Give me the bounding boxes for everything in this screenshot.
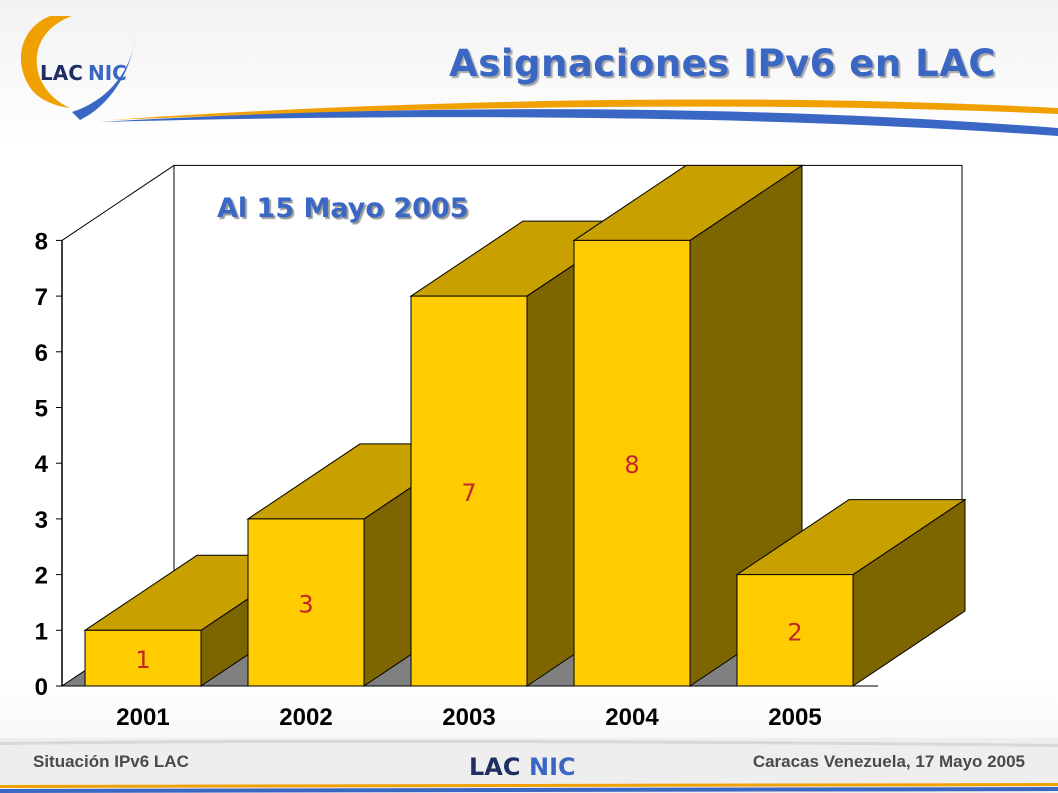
logo-swoosh-orange <box>20 16 72 108</box>
data-label-2003: 7 <box>461 479 476 507</box>
y-tick-label-7: 7 <box>35 284 48 311</box>
data-label-2002: 3 <box>298 590 313 618</box>
y-tick-label-6: 6 <box>35 340 48 367</box>
y-tick-label-3: 3 <box>35 507 48 534</box>
bar-2002 <box>247 518 365 687</box>
x-tick-label-2001: 2001 <box>116 704 169 730</box>
footer-divider <box>0 738 1058 793</box>
y-tick-label-5: 5 <box>35 396 48 423</box>
bar-2004 <box>573 239 691 687</box>
footer-logo-lac: LAC <box>469 753 520 780</box>
page-title: Asignaciones IPv6 en LAC <box>449 42 996 85</box>
bar-chart: 0 1 2 3 4 5 6 7 8 1 2001 3 2002 7 2003 8 2004 2 2005 <box>35 164 967 730</box>
data-label-2005: 2 <box>787 618 802 646</box>
y-tick-label-4: 4 <box>35 451 49 478</box>
y-tick-label-1: 1 <box>35 618 48 645</box>
footer-event-info: Caracas Venezuela, 17 Mayo 2005 <box>752 752 1025 771</box>
footer-presentation-title: Situación IPv6 LAC <box>33 752 189 771</box>
data-label-2004: 8 <box>624 451 639 479</box>
footer-lacnic-logo: LAC NIC <box>469 753 576 780</box>
logo-swoosh-blue <box>72 38 135 120</box>
logo-lac-text: LAC <box>40 61 83 85</box>
y-tick-label-8: 8 <box>35 228 48 255</box>
bar-2003 <box>410 295 528 687</box>
logo-nic-text: NIC <box>88 61 127 85</box>
bar-2001 <box>84 629 202 687</box>
chart-subtitle: Al 15 Mayo 2005 <box>217 193 469 224</box>
bar-2005 <box>736 574 854 687</box>
y-tick-label-0: 0 <box>35 674 48 701</box>
footer-logo-nic: NIC <box>529 753 576 780</box>
y-tick-label-2: 2 <box>35 563 48 590</box>
x-tick-label-2005: 2005 <box>768 704 821 730</box>
lacnic-logo: LAC NIC <box>20 16 135 120</box>
x-tick-label-2004: 2004 <box>605 704 659 730</box>
x-tick-label-2002: 2002 <box>279 704 332 730</box>
header-swoosh <box>100 99 1058 136</box>
data-label-2001: 1 <box>135 646 150 674</box>
x-tick-label-2003: 2003 <box>442 704 495 730</box>
